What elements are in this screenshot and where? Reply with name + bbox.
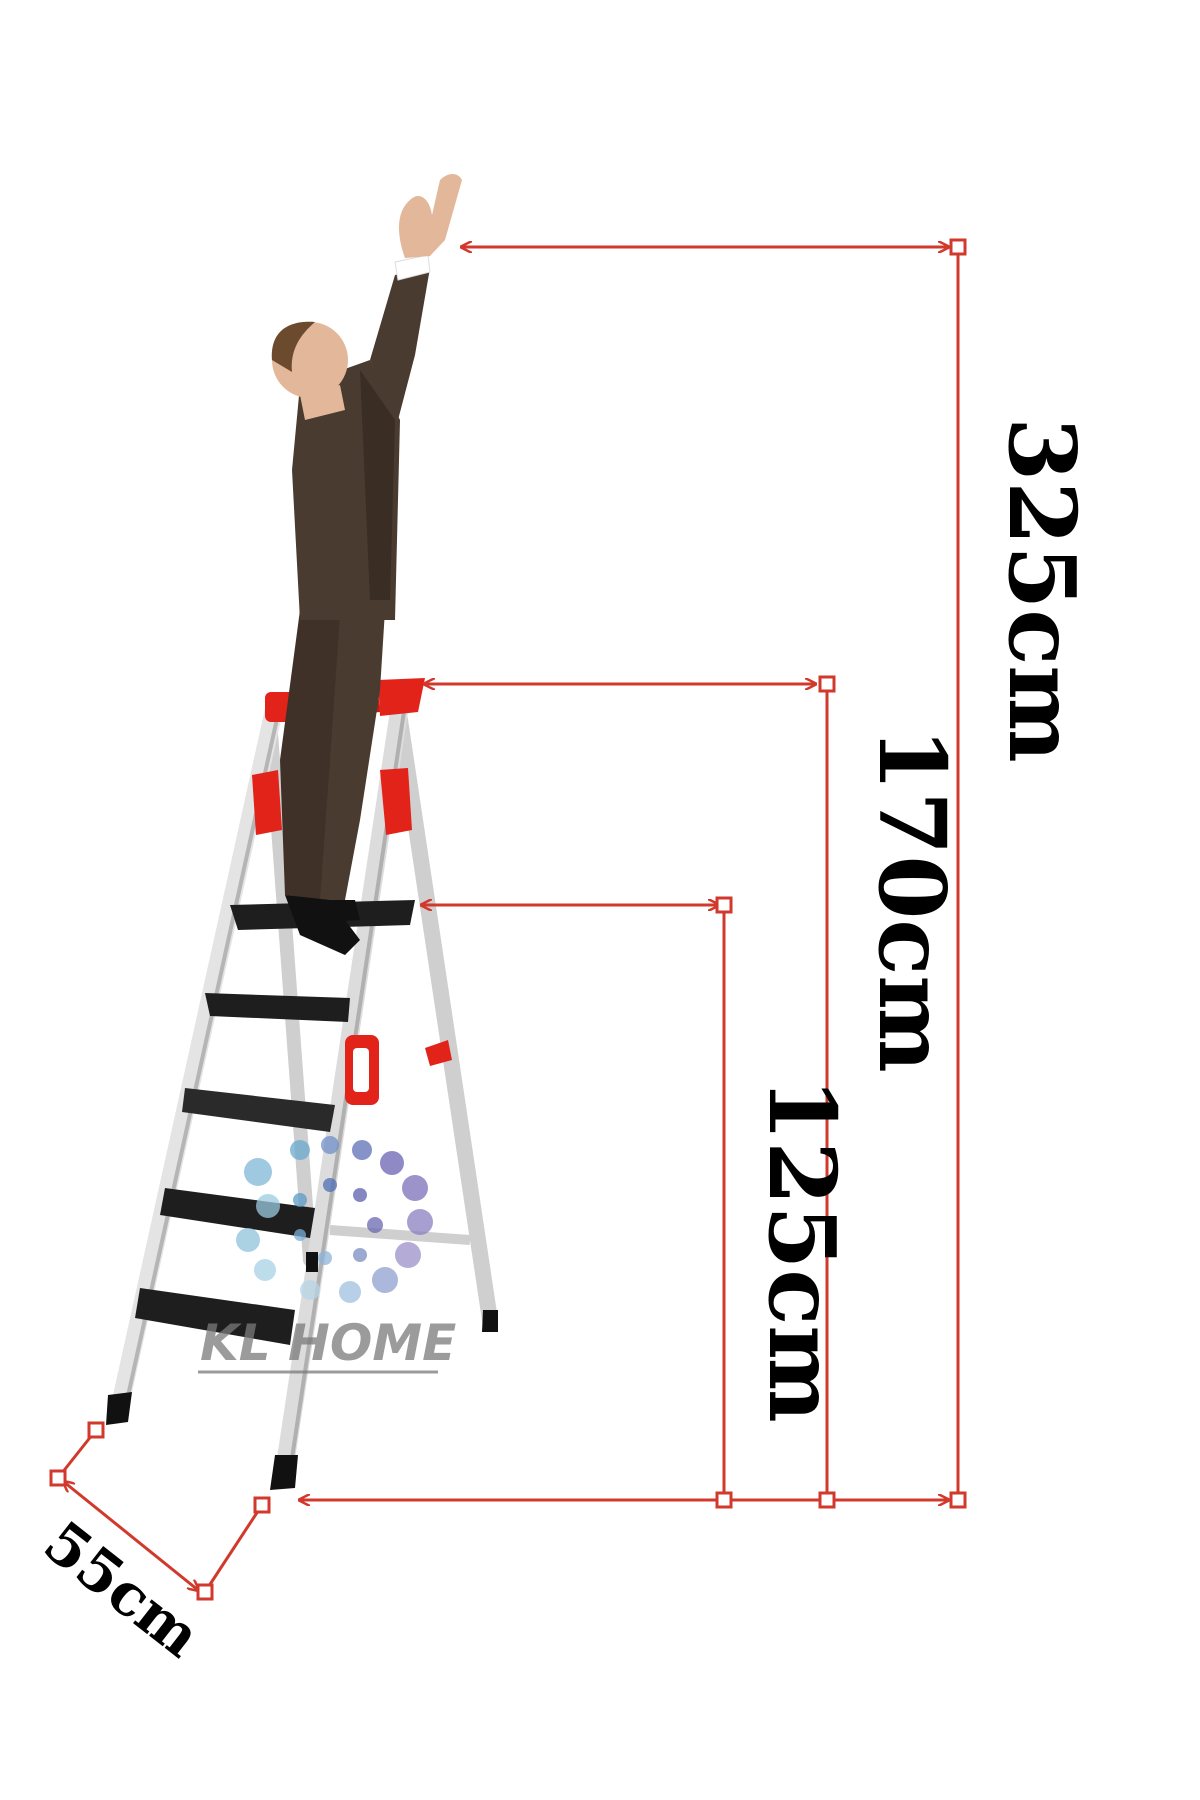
step-height-label: 125cm xyxy=(748,1077,856,1422)
platform-height-label: 170cm xyxy=(858,727,966,1072)
reach-height-label: 325cm xyxy=(988,417,1096,762)
logo-dots-icon xyxy=(236,1136,433,1303)
brand-logo: KL HOME xyxy=(198,1136,456,1374)
dimension-lines xyxy=(56,247,960,1592)
dimension-endpoints xyxy=(49,238,967,1601)
brand-name: KL HOME xyxy=(200,1314,456,1372)
base-width-label: 55cm xyxy=(31,1508,213,1671)
person-figure xyxy=(271,174,462,955)
